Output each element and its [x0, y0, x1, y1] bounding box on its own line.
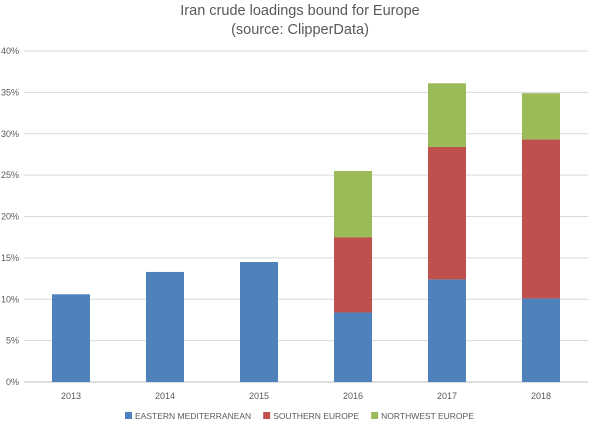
x-tick-label: 2014 — [155, 391, 175, 401]
legend-swatch — [125, 412, 132, 419]
bar-segment-northwest-europe — [334, 170, 372, 238]
y-tick-label: 20% — [1, 212, 19, 222]
y-tick-label: 30% — [1, 129, 19, 139]
y-tick-label: 5% — [6, 336, 19, 346]
chart-title: Iran crude loadings bound for Europe — [180, 3, 420, 19]
x-tick-label: 2015 — [249, 391, 269, 401]
bar-segment-eastern-mediterranean — [428, 279, 466, 382]
y-tick-label: 0% — [6, 377, 19, 387]
legend-swatch — [263, 412, 271, 419]
y-tick-label: 25% — [1, 170, 19, 180]
x-tick-label: 2016 — [343, 391, 363, 401]
y-tick-label: 40% — [1, 46, 19, 56]
bar-segment-eastern-mediterranean — [334, 312, 372, 382]
bar-segment-eastern-mediterranean — [52, 294, 90, 382]
chart-subtitle: (source: ClipperData) — [231, 22, 369, 38]
legend-label: NORTHWEST EUROPE — [381, 411, 474, 421]
x-tick-label: 2017 — [437, 391, 457, 401]
x-tick-label: 2018 — [531, 391, 551, 401]
bar-segment-eastern-mediterranean — [240, 262, 278, 382]
bar-segment-northwest-europe — [428, 83, 466, 147]
bar-segment-southern-europe — [428, 146, 466, 280]
x-tick-label: 2013 — [61, 391, 81, 401]
y-tick-label: 35% — [1, 87, 19, 97]
bar-segment-southern-europe — [334, 237, 372, 313]
bar-segment-eastern-mediterranean — [522, 298, 560, 382]
chart-title-block: Iran crude loadings bound for Europe (so… — [0, 2, 600, 40]
bar-segment-eastern-mediterranean — [146, 271, 184, 382]
bar-segment-northwest-europe — [522, 93, 560, 140]
y-tick-label: 15% — [1, 253, 19, 263]
legend-label: SOUTHERN EUROPE — [273, 411, 359, 421]
y-tick-label: 10% — [1, 294, 19, 304]
legend-swatch — [371, 412, 379, 419]
legend-label: EASTERN MEDITERRANEAN — [135, 411, 251, 421]
bar-segment-southern-europe — [522, 139, 560, 299]
